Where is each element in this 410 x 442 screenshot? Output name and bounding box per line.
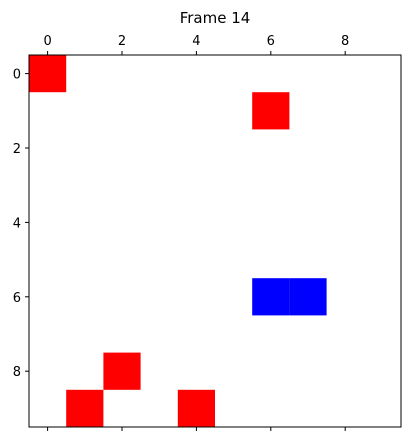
cells-layer	[29, 55, 327, 427]
cell-r0-c0	[29, 55, 67, 93]
y-tick-label-8: 8	[13, 365, 21, 380]
cell-r1-c6	[252, 92, 290, 130]
cell-r8-c2	[103, 352, 141, 390]
cell-r9-c4	[177, 389, 215, 427]
plot-background	[29, 55, 401, 427]
plot-frame	[28, 54, 402, 428]
y-tick-label-4: 4	[13, 216, 21, 231]
ticks-layer: 0 2 4 6 8 0 2 4 6 8	[13, 34, 349, 431]
x-tick-label-4: 4	[192, 34, 200, 49]
x-tick-label-0: 0	[43, 34, 51, 49]
y-tick-label-0: 0	[13, 68, 21, 83]
cell-r9-c1	[66, 389, 104, 427]
chart-title: Frame 14	[180, 9, 251, 27]
cell-r6-c6	[252, 278, 290, 316]
y-tick-label-6: 6	[13, 291, 21, 306]
cell-r6-c7	[289, 278, 327, 316]
y-tick-label-2: 2	[13, 142, 21, 157]
x-tick-label-2: 2	[118, 34, 126, 49]
x-tick-label-6: 6	[267, 34, 275, 49]
x-tick-label-8: 8	[341, 34, 349, 49]
